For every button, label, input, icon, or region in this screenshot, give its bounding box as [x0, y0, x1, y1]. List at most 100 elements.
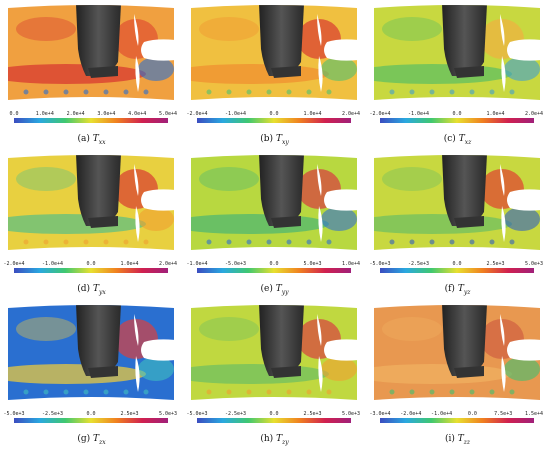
panel: 0.0 1.0e+4 2.0e+4 3.0e+4 4.0e+4 5.0e+4 (a) Txx	[0, 0, 183, 150]
caption-label: (c)	[443, 134, 456, 144]
colorbar-ticks: -5.0e+3 -2.5e+3 0.0 2.5e+3 5.0e+3	[369, 261, 543, 268]
colorbar-ticks: 0.0 1.0e+4 2.0e+4 3.0e+4 4.0e+4 5.0e+4	[9, 111, 177, 118]
caption: (f) Tyz	[366, 284, 549, 296]
panel: -5.0e+3 -2.5e+3 0.0 2.5e+3 5.0e+3 (g) Tzx	[0, 300, 183, 450]
colorbar-tick-label: 1.0e+4	[303, 111, 322, 117]
colorbar-tick-label: 5.0e+3	[524, 261, 544, 267]
colorbar-tick-label: -5.0e+3	[369, 261, 391, 267]
colorbar-tick-label: -2.0e+4	[400, 411, 422, 417]
caption-symbol: T	[458, 134, 465, 144]
colorbar-tick-label: 2.0e+4	[158, 261, 178, 267]
colorbar-tick-label: 5.0e+3	[303, 261, 322, 267]
panel: -3.0e+4 -2.0e+4 -1.0e+4 0.0 7.5e+3 1.5e+4 (i) …	[366, 300, 549, 450]
caption-label: (a)	[77, 134, 90, 144]
panel: -2.0e+4 -1.0e+4 0.0 1.0e+4 2.0e+4 (c) Txz	[366, 0, 549, 150]
field-image	[8, 5, 174, 100]
colorbar	[380, 268, 534, 273]
colorbar-tick-label: 5.0e+3	[158, 411, 178, 417]
caption-symbol: T	[93, 434, 100, 444]
colorbar	[14, 118, 168, 123]
colorbar-ticks: -1.0e+4 -5.0e+3 0.0 5.0e+3 1.0e+4	[186, 261, 360, 268]
panel: -2.0e+4 -1.0e+4 0.0 1.0e+4 2.0e+4 (b) Txy	[183, 0, 366, 150]
colorbar-tick-label: 5.0e+3	[341, 411, 361, 417]
colorbar-tick-label: 0.0	[9, 111, 19, 117]
colorbar-tick-label: -2.5e+3	[407, 261, 430, 267]
colorbar-tick-label: 0.0	[452, 111, 462, 117]
colorbar-tick-label: 1.0e+4	[341, 261, 361, 267]
colorbar-tick-label: 1.0e+4	[35, 111, 54, 117]
colorbar	[14, 418, 168, 423]
colorbar-tick-label: -2.0e+4	[186, 111, 208, 117]
colorbar-tick-label: 0.0	[269, 111, 279, 117]
caption-symbol: T	[275, 284, 282, 294]
caption-subscript: zz	[463, 438, 471, 446]
colorbar-tick-label: -3.0e+4	[369, 411, 391, 417]
colorbar-tick-label: 0.0	[269, 261, 279, 267]
caption-symbol: T	[276, 434, 283, 444]
panel: -5.0e+3 -2.5e+3 0.0 2.5e+3 5.0e+3 (f) Tyz	[366, 150, 549, 300]
colorbar	[197, 418, 351, 423]
caption: (b) Txy	[183, 134, 366, 146]
colorbar-tick-label: 2.5e+3	[303, 411, 322, 417]
colorbar-tick-label: 1.0e+4	[120, 261, 139, 267]
caption-symbol: T	[92, 284, 99, 294]
colorbar-tick-label: -2.0e+4	[369, 111, 391, 117]
colorbar	[380, 118, 534, 123]
caption-label: (f)	[444, 284, 455, 294]
colorbar-tick-label: -2.5e+3	[224, 411, 247, 417]
caption: (c) Txz	[366, 134, 549, 146]
caption-subscript: xx	[98, 138, 106, 146]
colorbar-tick-label: -1.0e+4	[431, 411, 453, 417]
field-image	[8, 305, 174, 400]
field-image	[191, 305, 357, 400]
caption-label: (i)	[444, 434, 455, 444]
caption-subscript: yz	[463, 288, 471, 296]
caption-label: (h)	[260, 434, 274, 444]
colorbar-tick-label: 0.0	[467, 411, 477, 417]
caption: (g) Tzx	[0, 434, 183, 446]
caption-subscript: xz	[464, 138, 472, 146]
caption-subscript: yy	[281, 288, 289, 296]
colorbar-tick-label: -1.0e+4	[186, 261, 208, 267]
caption: (i) Tzz	[366, 434, 549, 446]
caption-label: (d)	[77, 284, 91, 294]
caption: (a) Txx	[0, 134, 183, 146]
colorbar-tick-label: 0.0	[86, 411, 96, 417]
colorbar-tick-label: 2.0e+4	[66, 111, 85, 117]
colorbar-tick-label: -1.0e+4	[224, 111, 247, 117]
colorbar-tick-label: 2.5e+3	[120, 411, 139, 417]
colorbar-tick-label: 0.0	[269, 411, 279, 417]
caption: (e) Tyy	[183, 284, 366, 296]
colorbar-ticks: -2.0e+4 -1.0e+4 0.0 1.0e+4 2.0e+4	[369, 111, 543, 118]
caption-subscript: yx	[98, 288, 106, 296]
caption: (h) Tzy	[183, 434, 366, 446]
colorbar-tick-label: 1.5e+4	[524, 411, 544, 417]
colorbar-tick-label: -2.5e+3	[41, 411, 64, 417]
colorbar-tick-label: 2.0e+4	[341, 111, 361, 117]
panel: -2.0e+4 -1.0e+4 0.0 1.0e+4 2.0e+4 (d) Tyx	[0, 150, 183, 300]
caption-symbol: T	[457, 284, 464, 294]
caption-label: (b)	[260, 134, 274, 144]
colorbar-ticks: -5.0e+3 -2.5e+3 0.0 2.5e+3 5.0e+3	[3, 411, 177, 418]
colorbar-tick-label: 5.0e+4	[158, 111, 178, 117]
colorbar-tick-label: -1.0e+4	[41, 261, 64, 267]
field-image	[191, 5, 357, 100]
colorbar-tick-label: -2.0e+4	[3, 261, 25, 267]
field-image	[8, 155, 174, 250]
colorbar-tick-label: -5.0e+3	[3, 411, 25, 417]
colorbar-tick-label: 0.0	[452, 261, 462, 267]
caption-symbol: T	[275, 134, 282, 144]
colorbar-tick-label: 2.5e+3	[486, 261, 505, 267]
colorbar-ticks: -2.0e+4 -1.0e+4 0.0 1.0e+4 2.0e+4	[3, 261, 177, 268]
colorbar-tick-label: 3.0e+4	[97, 111, 116, 117]
colorbar-tick-label: -1.0e+4	[407, 111, 430, 117]
colorbar	[197, 118, 351, 123]
colorbar-ticks: -3.0e+4 -2.0e+4 -1.0e+4 0.0 7.5e+3 1.5e+4	[369, 411, 543, 418]
colorbar-ticks: -2.0e+4 -1.0e+4 0.0 1.0e+4 2.0e+4	[186, 111, 360, 118]
colorbar	[197, 268, 351, 273]
colorbar	[380, 418, 534, 423]
colorbar-tick-label: 1.0e+4	[486, 111, 505, 117]
panel: -1.0e+4 -5.0e+3 0.0 5.0e+3 1.0e+4 (e) Tyy	[183, 150, 366, 300]
caption-subscript: zy	[282, 438, 289, 446]
